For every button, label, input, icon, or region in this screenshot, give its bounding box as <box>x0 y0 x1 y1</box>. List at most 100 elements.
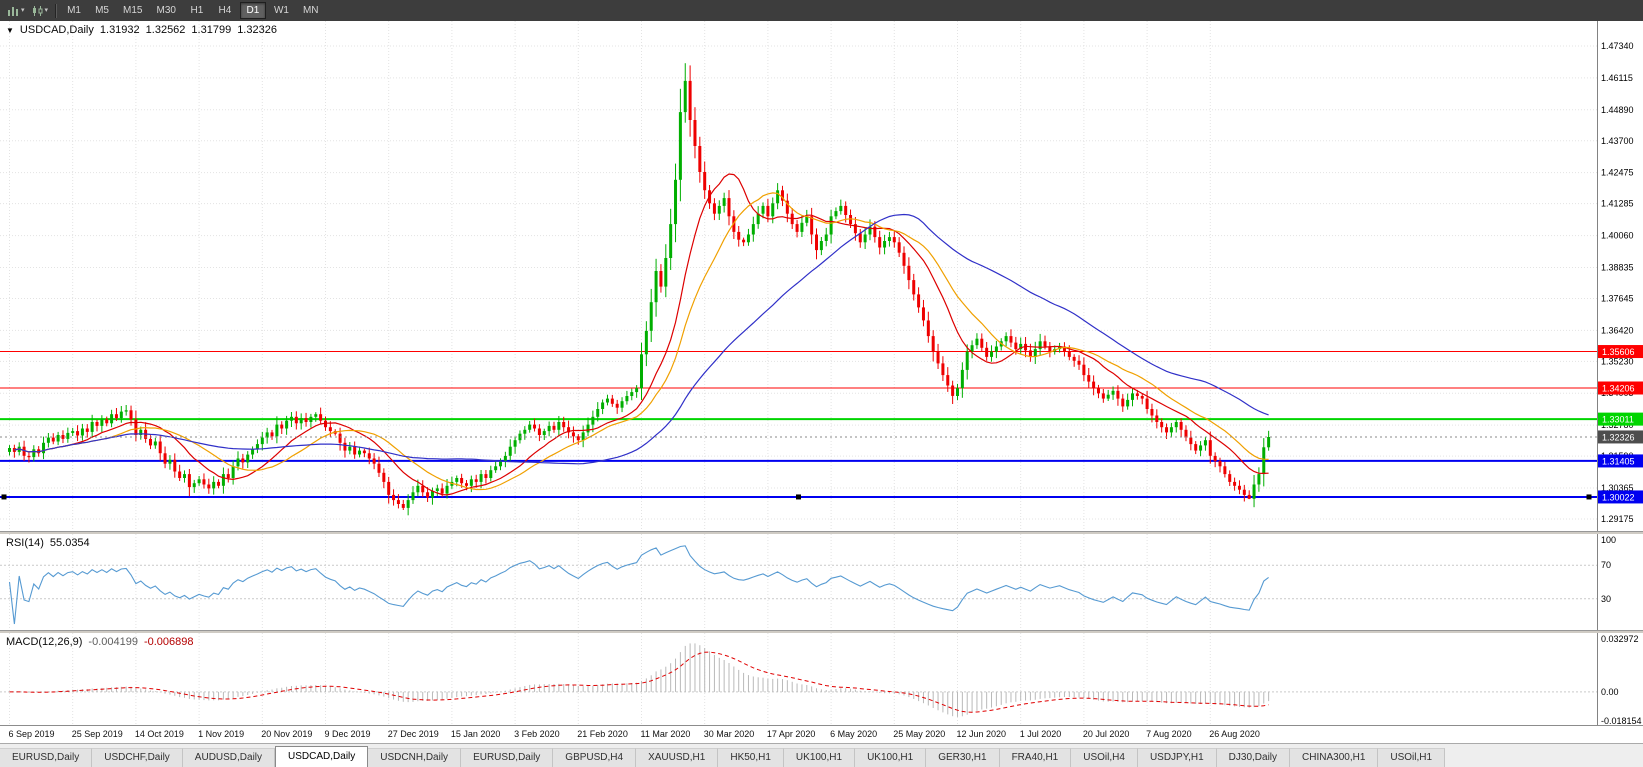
timeframe-mn-button[interactable]: MN <box>297 2 325 19</box>
chevron-down-icon: ▾ <box>21 7 25 14</box>
timeframe-m1-button[interactable]: M1 <box>61 2 87 19</box>
time-axis-label: 14 Oct 2019 <box>135 729 184 739</box>
time-axis-label: 26 Aug 2020 <box>1209 729 1260 739</box>
svg-text:0.00: 0.00 <box>1601 687 1619 697</box>
chart-tab-uk100-h1[interactable]: UK100,H1 <box>784 748 855 767</box>
ohlc-low-value: 1.31799 <box>191 24 231 36</box>
chart-tab-usdjpy-h1[interactable]: USDJPY,H1 <box>1138 748 1217 767</box>
chart-tab-ger30-h1[interactable]: GER30,H1 <box>926 748 999 767</box>
timeframe-d1-button[interactable]: D1 <box>240 2 266 19</box>
svg-text:1.38835: 1.38835 <box>1601 262 1634 272</box>
svg-text:1.47340: 1.47340 <box>1601 41 1634 51</box>
time-axis-label: 20 Jul 2020 <box>1083 729 1130 739</box>
hline-handle[interactable] <box>1587 494 1592 499</box>
svg-text:0.032972: 0.032972 <box>1601 634 1639 644</box>
toolbar-separator <box>55 4 57 18</box>
time-axis-label: 9 Dec 2019 <box>324 729 370 739</box>
svg-text:1.40060: 1.40060 <box>1601 231 1634 241</box>
svg-text:1.41285: 1.41285 <box>1601 199 1634 209</box>
svg-text:1.33011: 1.33011 <box>1602 415 1634 425</box>
chart-grid <box>0 21 1597 531</box>
rsi-line <box>10 546 1269 624</box>
chart-tab-audusd-daily[interactable]: AUDUSD,Daily <box>183 748 275 767</box>
time-axis-label: 20 Nov 2019 <box>261 729 312 739</box>
svg-text:1.46115: 1.46115 <box>1601 73 1633 83</box>
svg-text:1.42475: 1.42475 <box>1601 168 1634 178</box>
time-axis-label: 17 Apr 2020 <box>767 729 816 739</box>
chart-menu-icon[interactable]: ▼ <box>6 26 14 35</box>
timeframe-h4-button[interactable]: H4 <box>212 2 238 19</box>
chart-tab-usdchf-daily[interactable]: USDCHF,Daily <box>92 748 183 767</box>
macd-header: MACD(12,26,9) -0.004199 -0.006898 <box>6 636 194 648</box>
chart-tab-eurusd-daily[interactable]: EURUSD,Daily <box>0 748 92 767</box>
chart-tab-gbpusd-h4[interactable]: GBPUSD,H4 <box>553 748 636 767</box>
chart-tab-usoil-h1[interactable]: USOil,H1 <box>1378 748 1445 767</box>
svg-text:1.43700: 1.43700 <box>1601 136 1634 146</box>
macd-histogram <box>10 643 1269 717</box>
svg-text:1.35606: 1.35606 <box>1602 347 1635 357</box>
timeframe-w1-button[interactable]: W1 <box>268 2 295 19</box>
timeframe-h1-button[interactable]: H1 <box>184 2 210 19</box>
chart-tab-uk100-h1[interactable]: UK100,H1 <box>855 748 926 767</box>
timeframe-m5-button[interactable]: M5 <box>89 2 115 19</box>
chart-tab-fra40-h1[interactable]: FRA40,H1 <box>1000 748 1072 767</box>
time-axis-label: 1 Jul 2020 <box>1020 729 1062 739</box>
timeframe-m30-button[interactable]: M30 <box>150 2 181 19</box>
candlestick-glyph <box>31 5 44 17</box>
price-chart-canvas[interactable]: 1.47340 1.46115 1.44890 1.43700 1.42475 1.412… <box>0 21 1643 531</box>
time-axis-label: 3 Feb 2020 <box>514 729 560 739</box>
svg-text:70: 70 <box>1601 560 1611 570</box>
hline-handle[interactable] <box>796 494 801 499</box>
chart-tab-usdcnh-daily[interactable]: USDCNH,Daily <box>368 748 461 767</box>
time-axis-label: 1 Nov 2019 <box>198 729 244 739</box>
chart-tab-usdcad-daily[interactable]: USDCAD,Daily <box>275 746 368 767</box>
time-axis-label: 7 Aug 2020 <box>1146 729 1192 739</box>
rsi-grid <box>10 534 1211 630</box>
time-axis-label: 27 Dec 2019 <box>388 729 439 739</box>
time-axis-label: 15 Jan 2020 <box>451 729 501 739</box>
chart-ohlc-header: ▼ USDCAD,Daily 1.31932 1.32562 1.31799 1… <box>6 24 277 36</box>
timeframe-m15-button[interactable]: M15 <box>117 2 148 19</box>
price-axis[interactable]: 1.47340 1.46115 1.44890 1.43700 1.42475 1.412… <box>1598 21 1643 531</box>
macd-signal-value: -0.006898 <box>144 636 194 648</box>
svg-text:1.34206: 1.34206 <box>1602 383 1635 393</box>
hline-handle[interactable] <box>2 494 7 499</box>
svg-text:1.32326: 1.32326 <box>1602 432 1635 442</box>
ohlc-high-value: 1.32562 <box>146 24 186 36</box>
time-axis-label: 30 Mar 2020 <box>704 729 755 739</box>
bar-chart-icon[interactable]: ▾ <box>4 2 28 19</box>
chart-tab-xauusd-h1[interactable]: XAUUSD,H1 <box>636 748 718 767</box>
chart-tab-dj30-daily[interactable]: DJ30,Daily <box>1217 748 1290 767</box>
chart-tab-usoil-h4[interactable]: USOil,H4 <box>1071 748 1138 767</box>
time-axis-label: 21 Feb 2020 <box>577 729 628 739</box>
svg-text:1.29175: 1.29175 <box>1601 514 1634 524</box>
time-axis-label: 6 Sep 2019 <box>9 729 55 739</box>
macd-main-value: -0.004199 <box>88 636 138 648</box>
rsi-label: RSI(14) <box>6 537 44 549</box>
chart-symbol-label: USDCAD,Daily <box>20 24 94 36</box>
chart-tab-eurusd-daily[interactable]: EURUSD,Daily <box>461 748 553 767</box>
time-axis[interactable]: 6 Sep 2019 25 Sep 2019 14 Oct 2019 1 Nov 20… <box>0 725 1643 743</box>
candlestick-chart-icon[interactable]: ▾ <box>28 2 52 19</box>
chart-tab-hk50-h1[interactable]: HK50,H1 <box>718 748 784 767</box>
svg-text:1.31405: 1.31405 <box>1602 456 1635 466</box>
svg-text:1.44890: 1.44890 <box>1601 105 1634 115</box>
time-axis-label: 25 May 2020 <box>893 729 945 739</box>
time-axis-label: 25 Sep 2019 <box>72 729 123 739</box>
price-chart-panel[interactable]: 1.47340 1.46115 1.44890 1.43700 1.42475 1.412… <box>0 21 1643 531</box>
candles <box>8 63 1270 515</box>
svg-text:1.37645: 1.37645 <box>1601 293 1634 303</box>
macd-label: MACD(12,26,9) <box>6 636 82 648</box>
chart-tab-china300-h1[interactable]: CHINA300,H1 <box>1290 748 1378 767</box>
ohlc-open-value: 1.31932 <box>100 24 140 36</box>
